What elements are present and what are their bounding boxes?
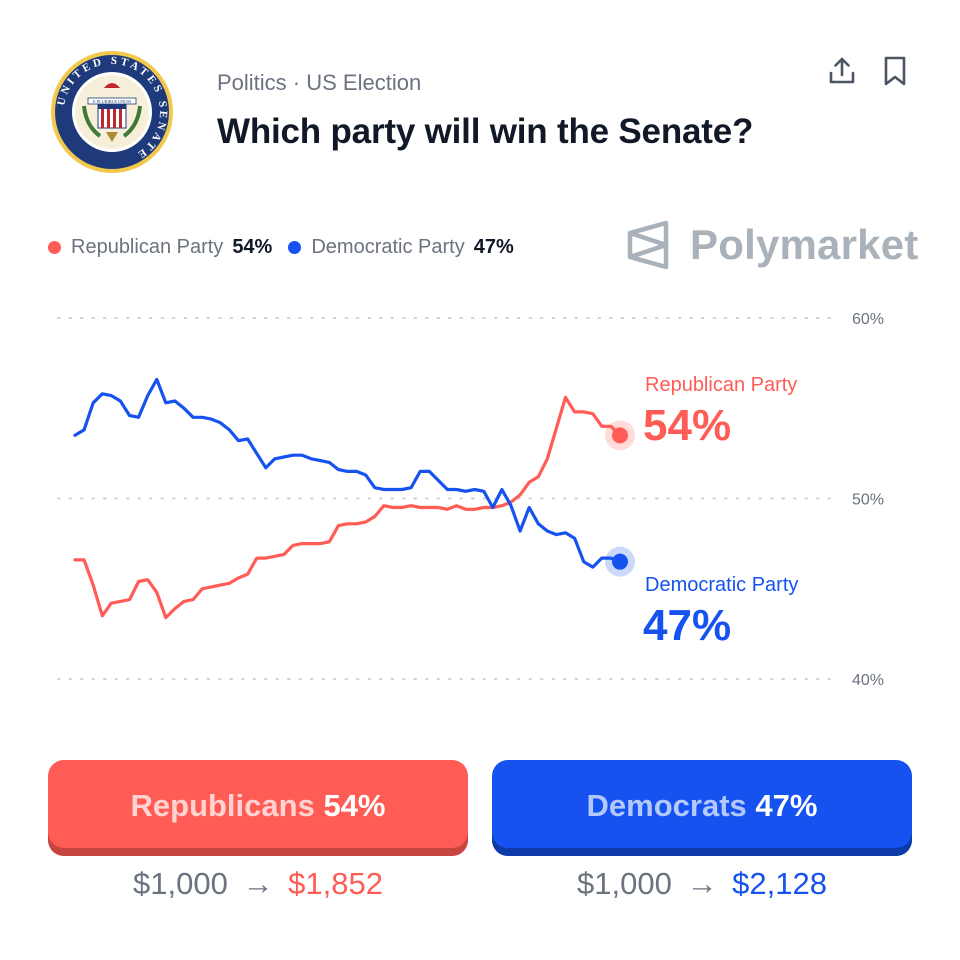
breadcrumb[interactable]: Politics · US Election xyxy=(217,70,422,95)
button-label: Republicans xyxy=(130,788,315,823)
chart-label-democratic-name: Democratic Party xyxy=(645,574,798,596)
series-line-democratic xyxy=(73,377,622,569)
us-senate-seal-icon: UNITED STATES SENATE E PLURIBUS UNUM xyxy=(50,50,174,174)
page-title: Which party will win the Senate? xyxy=(217,112,754,151)
polymarket-logo-icon xyxy=(627,220,669,270)
legend-name: Democratic Party xyxy=(311,235,465,258)
chart-legend: Republican Party 54% Democratic Party 47… xyxy=(48,234,530,260)
legend-item-democratic: Democratic Party 47% xyxy=(288,235,514,259)
payout-republicans: $1,000 → $1,852 xyxy=(48,866,468,902)
payout-to: $2,128 xyxy=(732,866,827,901)
svg-text:E PLURIBUS UNUM: E PLURIBUS UNUM xyxy=(93,99,131,104)
y-tick-label: 50% xyxy=(852,492,884,509)
share-icon[interactable] xyxy=(825,54,859,88)
payout-arrow: → xyxy=(242,866,274,901)
payout-democrats: $1,000 → $2,128 xyxy=(492,866,912,902)
price-chart: 60% 50% 40% Republican Party 54% Democrati… xyxy=(0,290,960,710)
chart-label-republican-name: Republican Party xyxy=(645,374,797,396)
legend-item-republican: Republican Party 54% xyxy=(48,236,272,259)
payout-to: $1,852 xyxy=(288,866,383,901)
bookmark-icon[interactable] xyxy=(878,54,912,88)
series-line-republican xyxy=(73,395,622,620)
payout-from: $1,000 xyxy=(133,866,228,901)
chart-label-republican-value: 54% xyxy=(643,401,731,450)
buy-republicans-button[interactable]: Republicans 54% xyxy=(48,760,468,856)
y-tick-label: 40% xyxy=(852,672,884,689)
legend-dot xyxy=(48,240,61,254)
legend-pct: 47% xyxy=(473,235,514,258)
chart-svg: 60% 50% 40% Republican Party 54% Democrati… xyxy=(57,311,884,689)
payout-arrow: → xyxy=(686,866,718,901)
buy-democrats-button[interactable]: Democrats 47% xyxy=(492,760,912,856)
y-tick-label: 60% xyxy=(852,311,884,328)
brand-name: Polymarket xyxy=(690,221,919,268)
button-pct: 47% xyxy=(755,788,818,823)
legend-name: Republican Party xyxy=(71,235,224,258)
legend-dot xyxy=(288,240,302,254)
series-endpoint-democratic xyxy=(612,553,628,570)
button-label: Democrats xyxy=(586,788,747,823)
polymarket-brand: Polymarket xyxy=(626,218,918,272)
legend-pct: 54% xyxy=(232,235,273,258)
payout-from: $1,000 xyxy=(577,866,672,901)
button-pct: 54% xyxy=(323,788,386,823)
chart-label-democratic-value: 47% xyxy=(643,601,731,650)
series-endpoint-republican xyxy=(612,427,628,444)
